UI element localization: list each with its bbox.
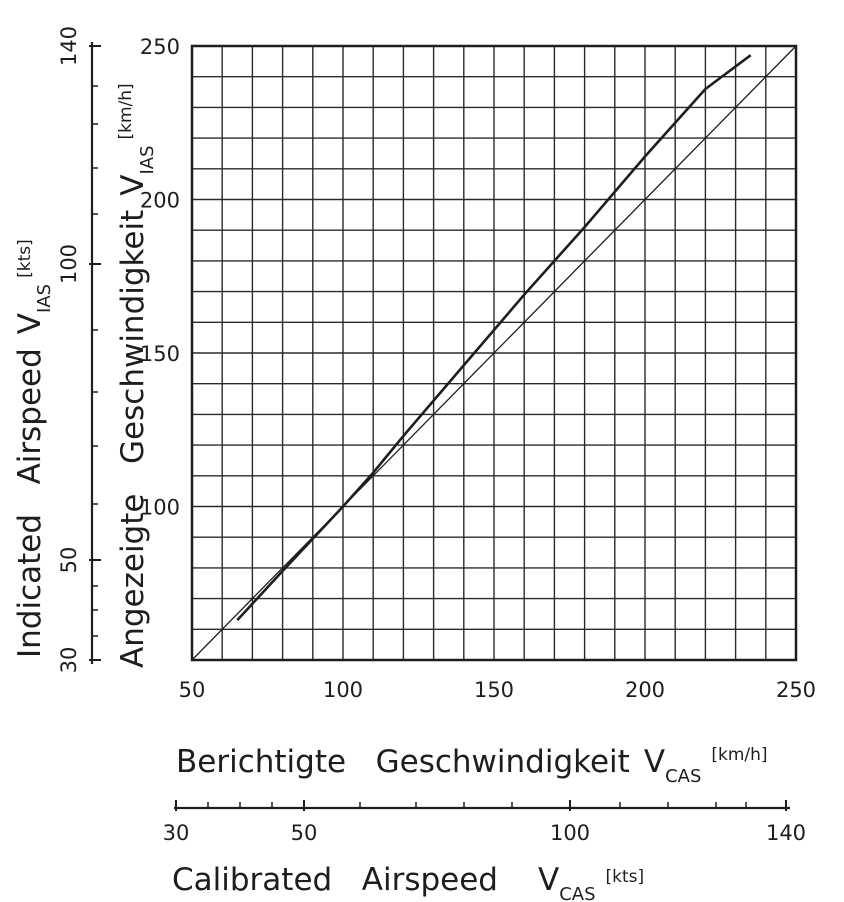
secondary-y-axis: 30 50 100 140 bbox=[57, 26, 101, 673]
x-tick-label: 200 bbox=[625, 678, 665, 702]
secondary-x-tick-label: 140 bbox=[766, 821, 806, 845]
secondary-x-tick-label: 100 bbox=[550, 821, 590, 845]
plot-frame bbox=[190, 44, 798, 662]
secondary-x-axis: 30 50 100 140 bbox=[163, 800, 806, 845]
y-axis-label: Angezeigte GeschwindigkeitVIAS[km/h] bbox=[115, 83, 158, 668]
x-axis-label: Berichtigte Geschwindigkeit VCAS[km/h] bbox=[176, 744, 768, 787]
calibration-curve bbox=[236, 54, 752, 621]
secondary-x-tick-label: 30 bbox=[163, 821, 190, 845]
x-tick-label: 250 bbox=[776, 678, 816, 702]
secondary-y-tick-label: 30 bbox=[57, 647, 81, 674]
secondary-y-tick-label: 50 bbox=[57, 547, 81, 574]
x-tick-label: 100 bbox=[323, 678, 363, 702]
y-tick-label: 150 bbox=[140, 342, 180, 366]
y-tick-label: 200 bbox=[140, 189, 180, 213]
reference-line bbox=[191, 45, 797, 661]
x-tick-label: 150 bbox=[474, 678, 514, 702]
y-tick-label: 100 bbox=[140, 496, 180, 520]
secondary-x-axis-label: Calibrated Airspeed VCAS[kts] bbox=[172, 862, 644, 902]
y-tick-label: 250 bbox=[140, 35, 180, 59]
tick-labels: 50 100 150 200 250 100 150 200 250 bbox=[140, 35, 816, 702]
secondary-y-tick-label: 100 bbox=[57, 244, 81, 284]
grid bbox=[192, 46, 796, 660]
secondary-y-tick-label: 140 bbox=[57, 26, 81, 66]
x-tick-label: 50 bbox=[179, 678, 206, 702]
series-layer bbox=[191, 45, 797, 661]
secondary-x-tick-label: 50 bbox=[291, 821, 318, 845]
secondary-y-axis-label: Indicated AirspeedVIAS[kts] bbox=[12, 239, 55, 658]
